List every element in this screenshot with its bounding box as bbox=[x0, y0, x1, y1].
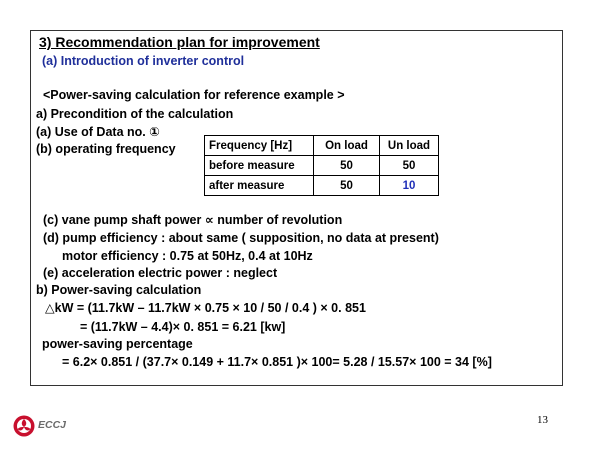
slide-subtitle: (a) Introduction of inverter control bbox=[42, 54, 245, 68]
example-heading: <Power-saving calculation for reference … bbox=[43, 88, 345, 102]
vane-pump-line: (c) vane pump shaft power ∝ number of re… bbox=[43, 213, 343, 227]
table-cell: 50 bbox=[313, 175, 380, 196]
delta-kw-result: = (11.7kW – 4.4)× 0. 851 = 6.21 [kw] bbox=[80, 320, 286, 334]
table-cell: 50 bbox=[379, 155, 439, 176]
percentage-heading: power-saving percentage bbox=[42, 337, 193, 351]
calculation-heading: b) Power-saving calculation bbox=[36, 283, 202, 297]
slide-frame: 3) Recommendation plan for improvement (… bbox=[30, 30, 563, 386]
table-cell-highlight: 10 bbox=[379, 175, 439, 196]
use-data-line: (a) Use of Data no. ① bbox=[36, 125, 160, 139]
frequency-table: Frequency [Hz] On load Un load before me… bbox=[204, 135, 439, 196]
precondition-heading: a) Precondition of the calculation bbox=[36, 107, 234, 121]
table-header-row: Frequency [Hz] On load Un load bbox=[204, 135, 439, 156]
table-row: before measure 50 50 bbox=[204, 155, 439, 176]
operating-frequency-line: (b) operating frequency bbox=[36, 142, 176, 156]
motor-efficiency-line: motor efficiency : 0.75 at 50Hz, 0.4 at … bbox=[62, 249, 313, 263]
table-cell: 50 bbox=[313, 155, 380, 176]
logo-text: ECCJ bbox=[38, 419, 67, 431]
table-cell: after measure bbox=[204, 175, 314, 196]
table-header-cell: On load bbox=[313, 135, 380, 156]
pump-efficiency-line: (d) pump efficiency : about same ( suppo… bbox=[43, 231, 439, 245]
acceleration-line: (e) acceleration electric power : neglec… bbox=[43, 266, 278, 280]
table-header-cell: Un load bbox=[379, 135, 439, 156]
page-number: 13 bbox=[537, 414, 548, 426]
table-header-cell: Frequency [Hz] bbox=[204, 135, 314, 156]
slide-title: 3) Recommendation plan for improvement bbox=[39, 34, 320, 50]
percentage-formula: = 6.2× 0.851 / (37.7× 0.149 + 11.7× 0.85… bbox=[62, 355, 492, 369]
table-row: after measure 50 10 bbox=[204, 175, 439, 196]
delta-kw-formula: △kW = (11.7kW – 11.7kW × 0.75 × 10 / 50 … bbox=[45, 301, 366, 315]
eccj-logo-icon bbox=[13, 415, 35, 437]
table-cell: before measure bbox=[204, 155, 314, 176]
